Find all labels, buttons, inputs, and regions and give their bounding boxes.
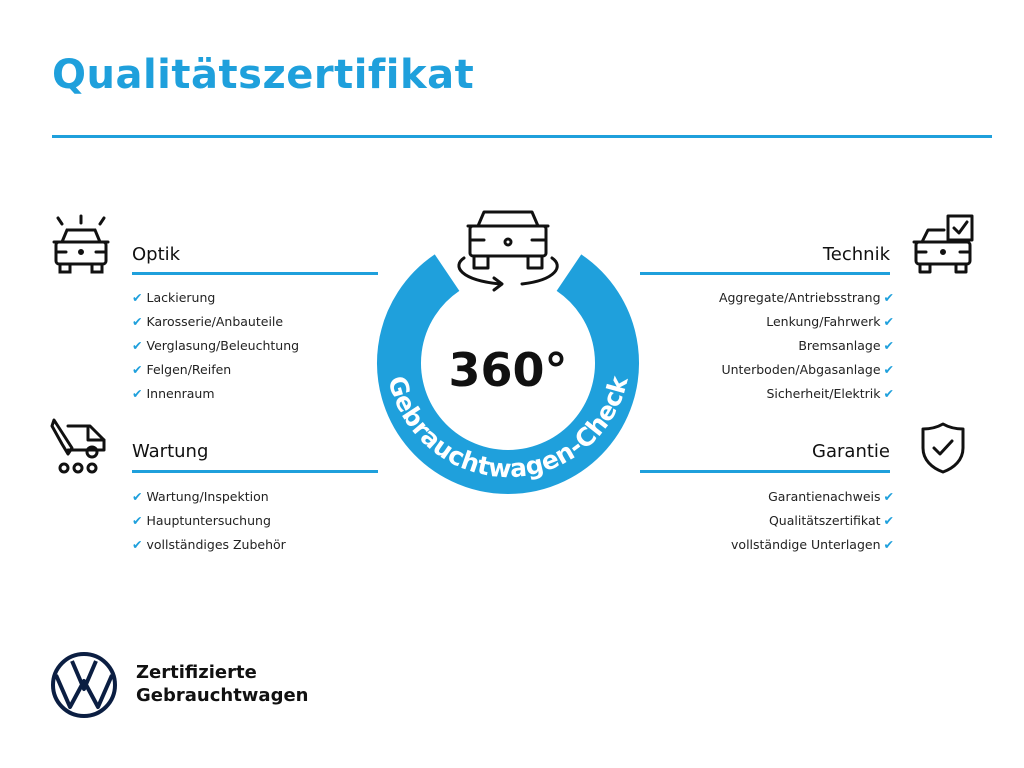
check-icon: ✔	[132, 338, 143, 353]
badge-ring	[377, 254, 639, 494]
section-divider	[640, 470, 890, 473]
check-icon: ✔	[132, 513, 143, 528]
list-item: ✔ Innenraum	[132, 386, 215, 401]
garantie-list: Garantienachweis ✔ Qualitätszertifikat ✔ v…	[640, 485, 894, 557]
list-item: ✔ vollständiges Zubehör	[132, 537, 286, 552]
badge-value: 360°	[448, 343, 567, 397]
list-item: ✔ Lackierung	[132, 290, 216, 305]
check-icon: ✔	[883, 314, 894, 329]
section-divider	[640, 272, 890, 275]
shield-check-icon	[918, 420, 968, 476]
section-title-garantie: Garantie	[812, 441, 890, 462]
section-title-wartung: Wartung	[132, 441, 209, 462]
check-icon: ✔	[883, 537, 894, 552]
car-rotate-icon	[457, 210, 559, 292]
service-van-icon	[48, 414, 114, 476]
list-item: ✔ Wartung/Inspektion	[132, 489, 269, 504]
check-icon: ✔	[132, 314, 143, 329]
check-icon: ✔	[132, 386, 143, 401]
check-icon: ✔	[132, 362, 143, 377]
car-checklist-icon	[910, 212, 976, 278]
360-check-badge: Gebrauchtwagen-Check 360°	[377, 210, 639, 494]
check-icon: ✔	[883, 338, 894, 353]
list-item: Garantienachweis ✔	[768, 489, 894, 504]
list-item: ✔ Felgen/Reifen	[132, 362, 232, 377]
optik-list: ✔ Lackierung ✔ Karosserie/Anbauteile ✔ Verg…	[132, 286, 299, 406]
check-icon: ✔	[883, 386, 894, 401]
check-icon: ✔	[883, 513, 894, 528]
section-title-optik: Optik	[132, 244, 181, 265]
section-title-technik: Technik	[822, 244, 890, 265]
check-icon: ✔	[883, 290, 894, 305]
section-divider	[132, 470, 378, 473]
list-item: ✔ Karosserie/Anbauteile	[132, 314, 284, 329]
wartung-list: ✔ Wartung/Inspektion ✔ Hauptuntersuchung ✔…	[132, 485, 286, 557]
check-icon: ✔	[883, 489, 894, 504]
check-icon: ✔	[132, 537, 143, 552]
title-divider	[52, 135, 992, 138]
brand-text: Zertifizierte Gebrauchtwagen	[136, 662, 309, 706]
list-item: Lenkung/Fahrwerk ✔	[766, 314, 894, 329]
list-item: Qualitätszertifikat ✔	[768, 513, 894, 528]
technik-list: Aggregate/Antriebsstrang ✔ Lenkung/Fahrwe…	[640, 286, 894, 406]
car-lights-icon	[48, 212, 114, 278]
list-item: Aggregate/Antriebsstrang ✔	[718, 290, 894, 305]
list-item: Sicherheit/Elektrik ✔	[766, 386, 894, 401]
list-item: Bremsanlage ✔	[798, 338, 894, 353]
check-icon: ✔	[883, 362, 894, 377]
page-title: Qualitätszertifikat	[52, 52, 475, 98]
check-icon: ✔	[132, 489, 143, 504]
section-divider	[132, 272, 378, 275]
list-item: ✔ Verglasung/Beleuchtung	[132, 338, 300, 353]
list-item: ✔ Hauptuntersuchung	[132, 513, 271, 528]
list-item: vollständige Unterlagen ✔	[731, 537, 894, 552]
list-item: Unterboden/Abgasanlage ✔	[721, 362, 894, 377]
vw-logo	[51, 652, 117, 718]
check-icon: ✔	[132, 290, 143, 305]
